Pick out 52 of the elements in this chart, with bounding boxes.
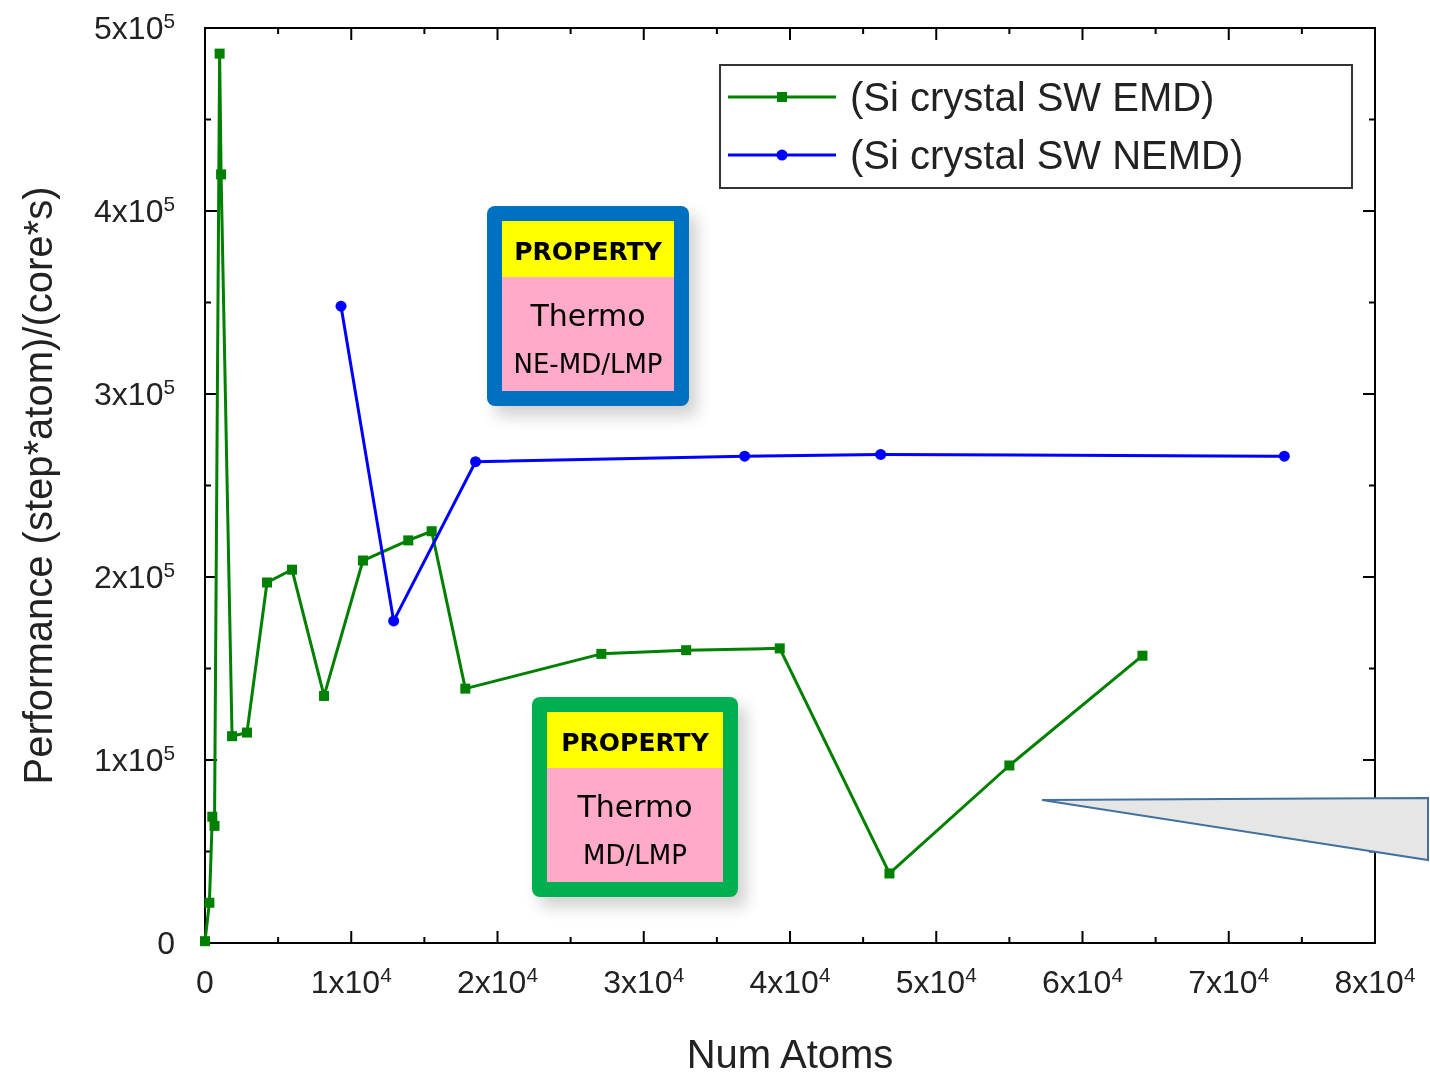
point xyxy=(209,820,220,831)
point xyxy=(460,683,471,694)
point xyxy=(388,615,400,627)
point xyxy=(884,868,895,879)
point xyxy=(207,811,218,822)
point xyxy=(1137,650,1148,661)
point xyxy=(470,456,482,468)
x-tick-label: 8x10$^{4}$ xyxy=(1334,962,1416,1000)
legend-label: (Si crystal SW EMD) xyxy=(850,75,1215,119)
y-tick-label: 2x10$^{5}$ xyxy=(94,557,175,595)
annotation: PROPERTY xyxy=(561,728,710,757)
x-tick-label: 3x10$^{4}$ xyxy=(603,962,685,1000)
point xyxy=(357,555,368,566)
annotation: PROPERTY xyxy=(514,237,663,266)
x-tick-label: 0 xyxy=(196,964,214,1000)
y-axis-title: Performance (step*atom)/(core*s) xyxy=(16,186,60,785)
point xyxy=(200,936,210,947)
y-tick-label: 4x10$^{5}$ xyxy=(94,191,175,229)
x-tick-label: 5x10$^{4}$ xyxy=(895,962,977,1000)
x-tick-label: 7x10$^{4}$ xyxy=(1188,962,1270,1000)
point xyxy=(596,648,607,659)
y-tick-label: 3x10$^{5}$ xyxy=(94,374,175,412)
x-tick-label: 2x10$^{4}$ xyxy=(457,962,538,1000)
y-tick-label: 5x10$^{5}$ xyxy=(94,8,175,46)
point xyxy=(262,577,273,588)
point xyxy=(1004,760,1015,771)
point xyxy=(241,727,252,738)
annotation: NE-MD/LMP xyxy=(513,349,663,379)
x-tick-label: 4x10$^{4}$ xyxy=(749,962,831,1000)
point xyxy=(426,526,437,537)
legend-label: (Si crystal SW NEMD) xyxy=(850,133,1244,177)
point xyxy=(319,690,330,701)
x-tick-label: 1x10$^{4}$ xyxy=(310,962,392,1000)
annotation: Thermo xyxy=(529,298,646,333)
x-axis-title: Num Atoms xyxy=(686,1032,894,1076)
point xyxy=(335,300,347,312)
point xyxy=(216,169,227,180)
x-tick-label: 6x10$^{4}$ xyxy=(1042,962,1123,1000)
annotation: Thermo xyxy=(576,789,693,824)
point xyxy=(875,448,887,460)
point xyxy=(204,897,215,908)
point xyxy=(287,564,298,575)
point xyxy=(403,535,414,546)
point xyxy=(214,48,225,59)
y-tick-label: 0 xyxy=(157,925,175,961)
point xyxy=(681,645,692,656)
point xyxy=(774,643,785,654)
point xyxy=(739,450,751,462)
y-tick-label: 1x10$^{5}$ xyxy=(94,740,175,778)
point xyxy=(227,731,238,742)
point xyxy=(1278,450,1290,462)
annotation: MD/LMP xyxy=(583,840,687,870)
